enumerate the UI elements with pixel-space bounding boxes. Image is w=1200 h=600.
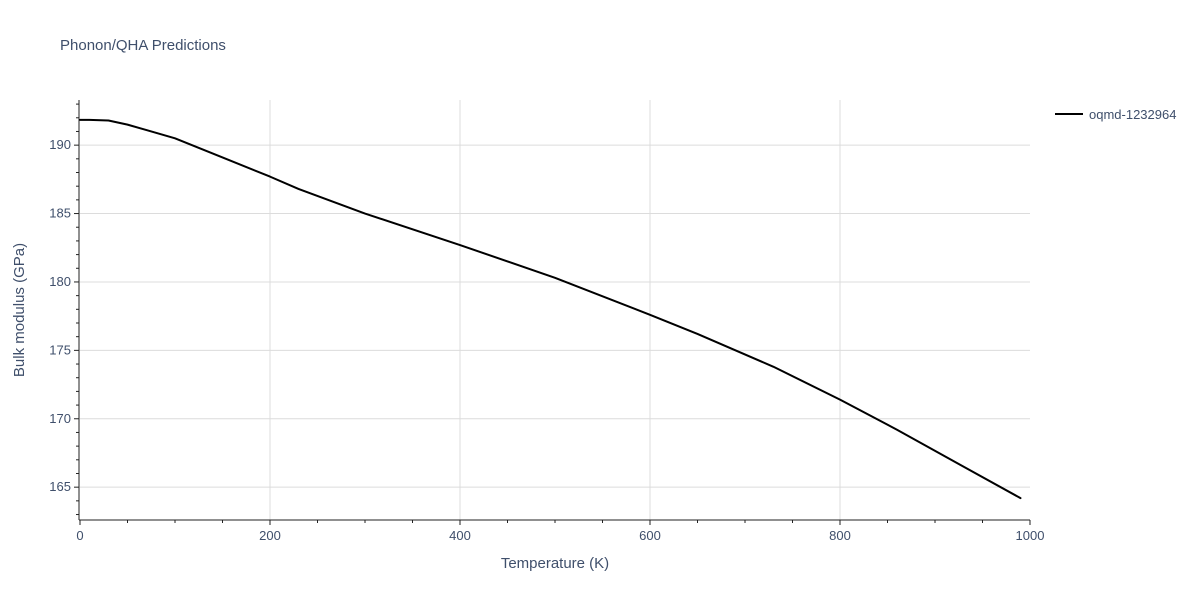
axes-layer: 0 200 400 600 800 1000 165 170 175 180 185 190	[49, 100, 1044, 543]
legend-label-oqmd-1232964: oqmd-1232964	[1089, 107, 1176, 122]
x-tick-label: 200	[259, 528, 281, 543]
grid-layer	[80, 100, 1030, 520]
y-axis-title: Bulk modulus (GPa)	[11, 243, 28, 377]
chart-title: Phonon/QHA Predictions	[60, 37, 226, 54]
x-tick-label: 1000	[1016, 528, 1045, 543]
y-tick-label: 170	[49, 411, 71, 426]
x-tick-label: 800	[829, 528, 851, 543]
y-tick-label: 185	[49, 206, 71, 221]
x-tick-label: 600	[639, 528, 661, 543]
x-axis-title: Temperature (K)	[501, 555, 609, 572]
y-tick-label: 180	[49, 274, 71, 289]
y-tick-label: 165	[49, 479, 71, 494]
series-line-oqmd-1232964[interactable]	[79, 118, 1022, 500]
y-tick-label: 190	[49, 137, 71, 152]
legend[interactable]: oqmd-1232964	[1055, 107, 1176, 122]
x-tick-label: 400	[449, 528, 471, 543]
x-tick-label: 0	[76, 528, 83, 543]
y-tick-label: 175	[49, 342, 71, 357]
series-layer	[79, 118, 1022, 500]
